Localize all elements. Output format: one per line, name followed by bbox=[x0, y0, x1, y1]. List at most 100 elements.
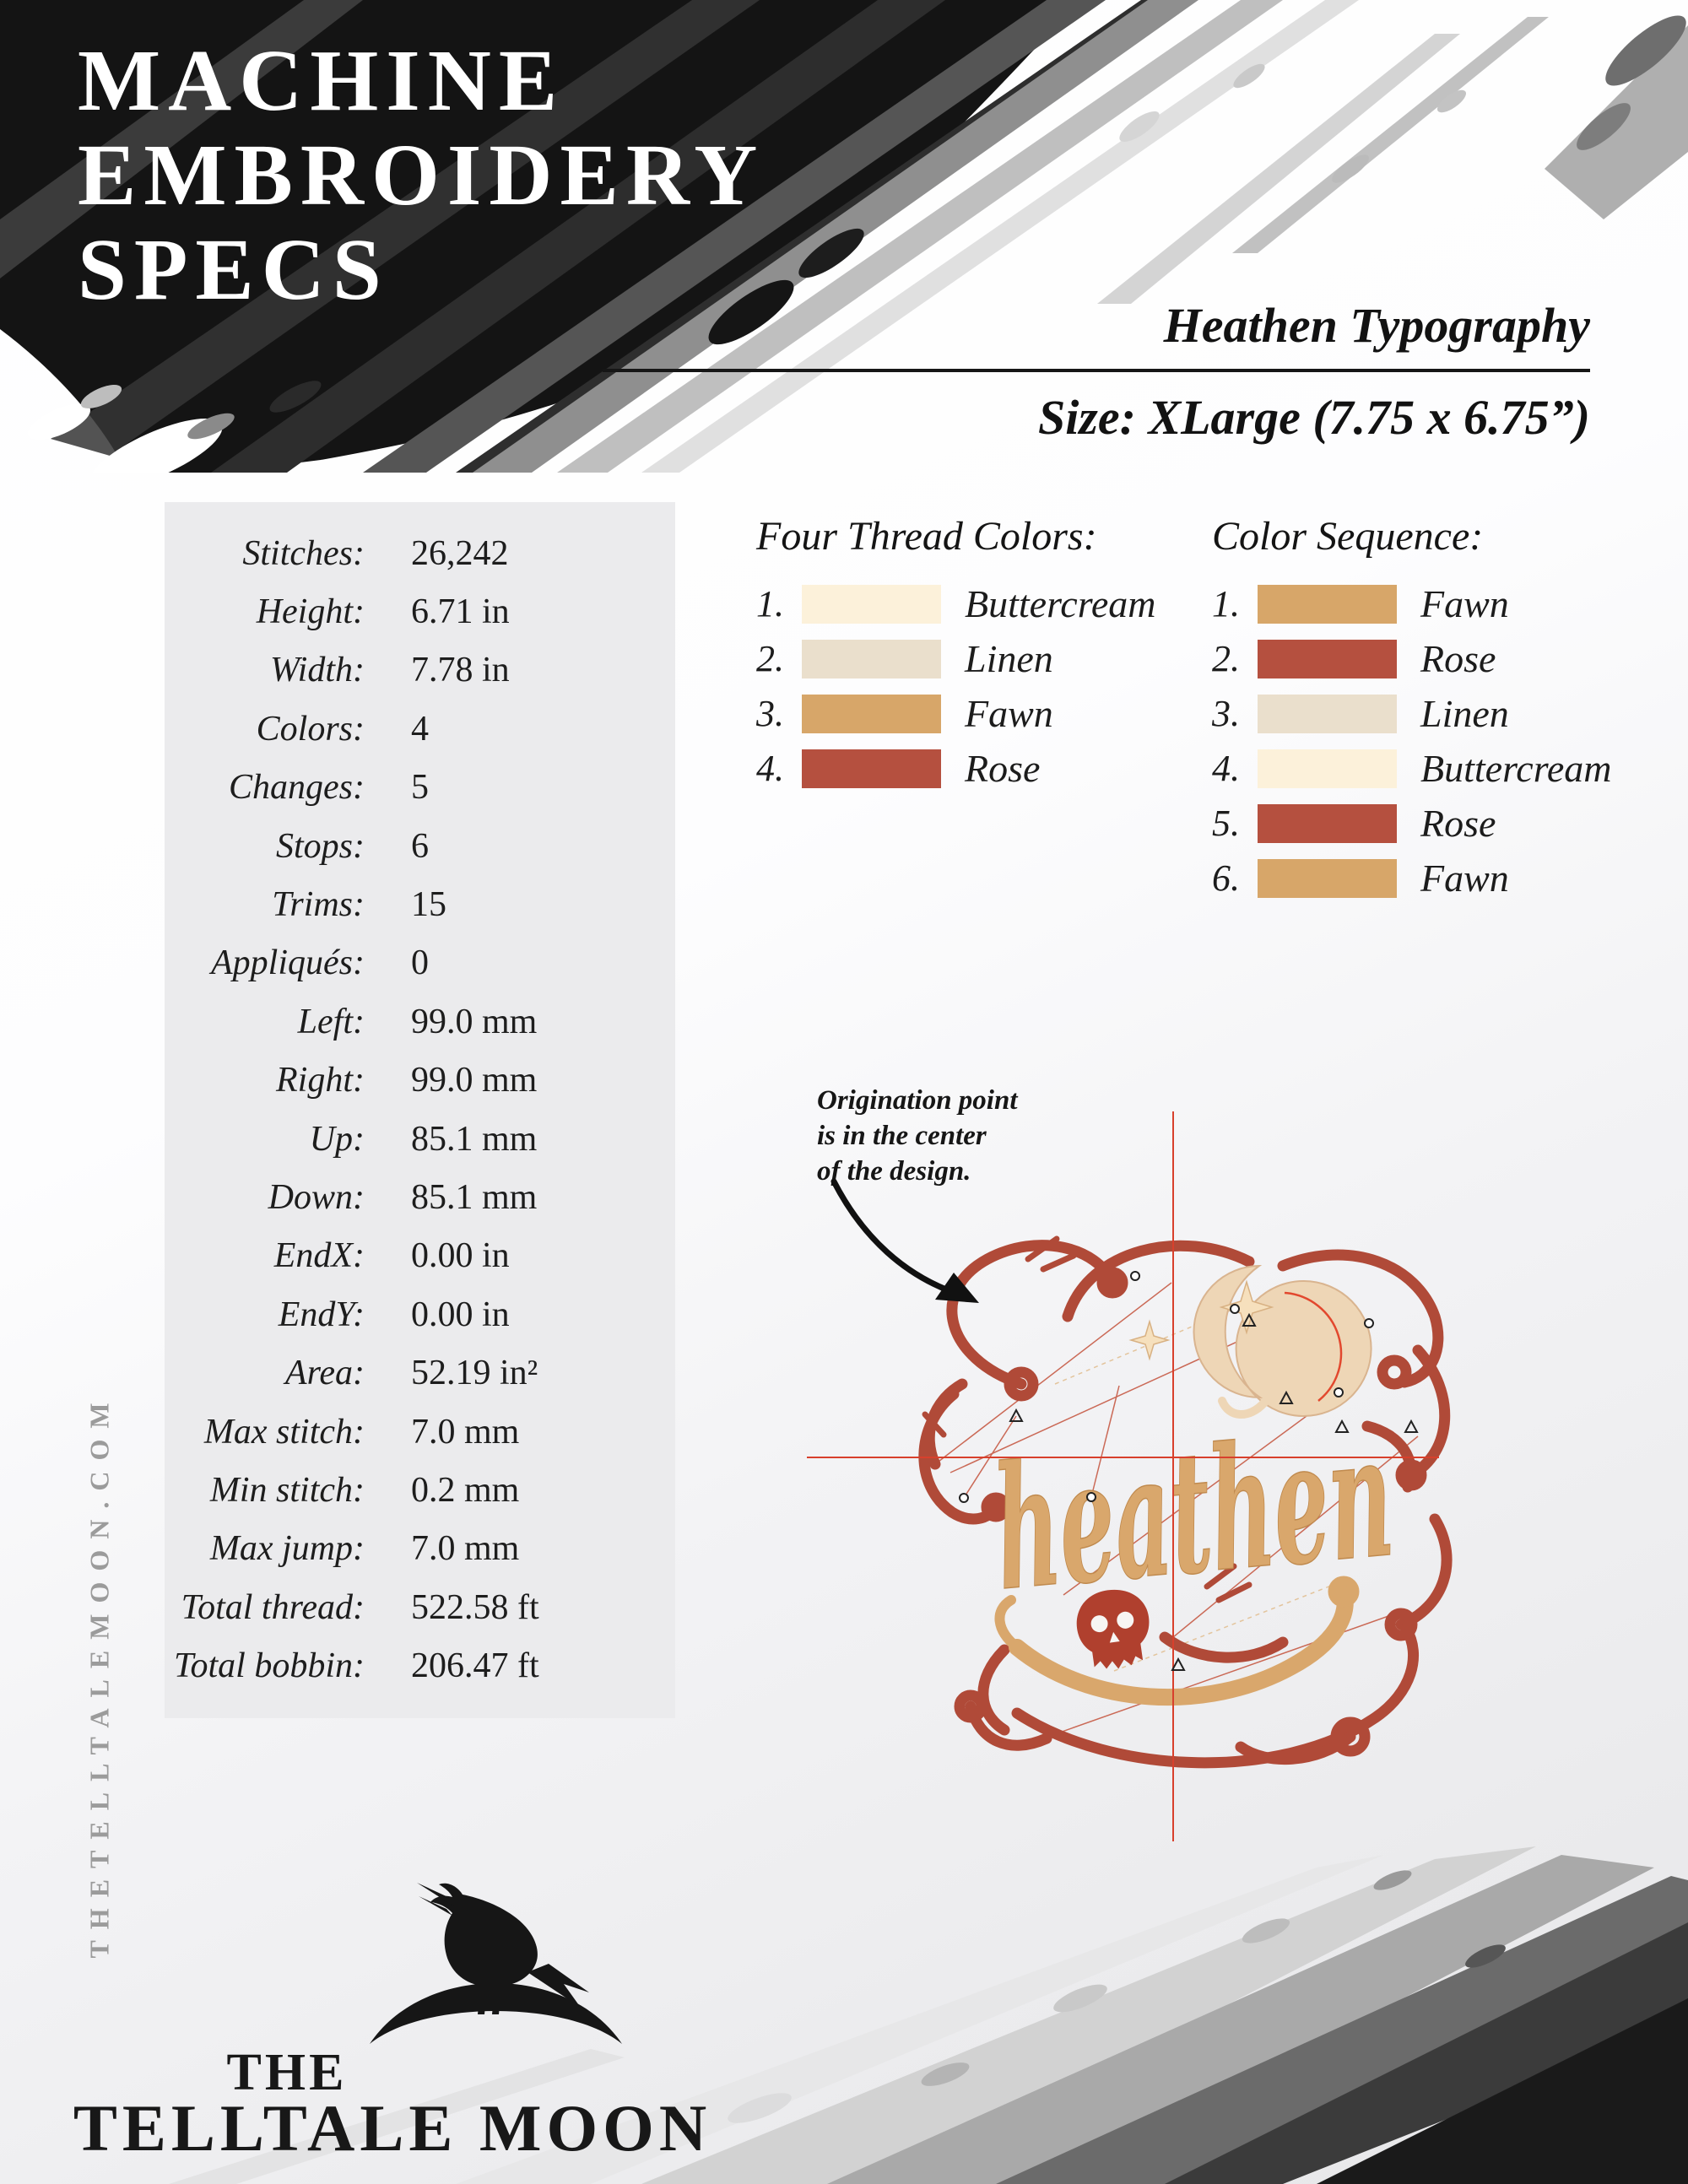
page-title-line-2: EMBROIDERY bbox=[78, 127, 766, 224]
spec-row: Changes: 5 bbox=[165, 759, 675, 817]
spec-label: Up: bbox=[309, 1119, 365, 1159]
spec-value: 99.0 mm bbox=[411, 1061, 538, 1100]
spec-value: 15 bbox=[411, 885, 446, 925]
logo-word-the: THE bbox=[226, 2044, 348, 2101]
color-sequence-item: 6. Fawn bbox=[1212, 851, 1612, 905]
spec-label: Max jump: bbox=[209, 1529, 365, 1569]
moon-inner-outline bbox=[1284, 1291, 1343, 1402]
spec-row: Right: 99.0 mm bbox=[165, 1051, 675, 1110]
color-name: Fawn bbox=[1420, 582, 1509, 625]
color-name: Buttercream bbox=[965, 582, 1156, 625]
item-number: 1. bbox=[1212, 583, 1240, 624]
spec-value: 7.0 mm bbox=[411, 1412, 520, 1451]
color-name: Buttercream bbox=[1420, 747, 1612, 790]
spec-label: Area: bbox=[284, 1354, 365, 1393]
spec-row: Down: 85.1 mm bbox=[165, 1168, 675, 1226]
spec-row: Height: 6.71 in bbox=[165, 582, 675, 641]
stitch-markers bbox=[959, 1271, 1374, 1503]
spec-row: Max stitch: 7.0 mm bbox=[165, 1403, 675, 1461]
color-swatch bbox=[1258, 584, 1397, 624]
page-title: MACHINE EMBROIDERY SPECS bbox=[78, 34, 765, 317]
spec-value: 0.2 mm bbox=[411, 1470, 520, 1510]
origination-note: Origination point is in the center of th… bbox=[817, 1083, 1018, 1189]
item-number: 6. bbox=[1212, 857, 1240, 899]
design-name: Heathen Typography bbox=[1163, 298, 1590, 353]
spec-value: 7.78 in bbox=[411, 651, 510, 690]
thread-colors-heading: Four Thread Colors: bbox=[756, 514, 1097, 559]
color-swatch bbox=[802, 584, 941, 624]
color-swatch bbox=[1258, 749, 1397, 788]
spec-label: Appliqués: bbox=[211, 943, 365, 983]
spec-label: Min stitch: bbox=[209, 1470, 365, 1510]
spec-value: 206.47 ft bbox=[411, 1646, 539, 1686]
design-preview-svg: heathen bbox=[807, 1111, 1453, 1841]
item-number: 3. bbox=[756, 693, 784, 734]
spec-label: Total bobbin: bbox=[174, 1646, 365, 1686]
thread-colors-list: Four Thread Colors: 1. Buttercream 2. Line… bbox=[756, 513, 1156, 796]
moon-icon bbox=[1193, 1264, 1372, 1418]
spec-value: 85.1 mm bbox=[411, 1177, 538, 1217]
thread-color-item: 2. Linen bbox=[756, 631, 1156, 686]
spec-row: Left: 99.0 mm bbox=[165, 992, 675, 1051]
curved-arrow-icon bbox=[830, 1178, 979, 1303]
telltale-moon-logo: THE TELLTALE MOON bbox=[68, 1878, 717, 2173]
spec-value: 6.71 in bbox=[411, 592, 510, 632]
color-name: Linen bbox=[965, 637, 1053, 680]
divider-rule bbox=[603, 369, 1590, 372]
page-title-line-3: SPECS bbox=[78, 221, 389, 318]
spec-label: Trims: bbox=[272, 885, 365, 925]
star-icons bbox=[1128, 1279, 1274, 1361]
color-swatch bbox=[802, 694, 941, 733]
stitch-triangle-markers bbox=[1009, 1312, 1419, 1671]
page-title-line-1: MACHINE bbox=[78, 32, 565, 129]
color-sequence-item: 4. Buttercream bbox=[1212, 741, 1612, 796]
spec-label: Changes: bbox=[229, 768, 365, 808]
item-number: 3. bbox=[1212, 693, 1240, 734]
spec-row: EndX: 0.00 in bbox=[165, 1227, 675, 1285]
underline-swash bbox=[994, 1576, 1360, 1706]
color-name: Rose bbox=[1420, 637, 1496, 680]
color-swatch bbox=[1258, 858, 1397, 898]
spec-row: Min stitch: 0.2 mm bbox=[165, 1461, 675, 1519]
spec-row: Colors: 4 bbox=[165, 700, 675, 758]
spec-value: 5 bbox=[411, 768, 429, 808]
design-word: heathen bbox=[987, 1397, 1400, 1629]
color-sequence-heading: Color Sequence: bbox=[1212, 514, 1484, 559]
skull-icon bbox=[1076, 1589, 1150, 1669]
spec-value: 0.00 in bbox=[411, 1295, 510, 1334]
color-swatch bbox=[802, 639, 941, 678]
item-number: 2. bbox=[756, 638, 784, 679]
spec-label: Down: bbox=[268, 1177, 365, 1217]
color-swatch bbox=[1258, 639, 1397, 678]
spec-label: EndY: bbox=[278, 1295, 365, 1334]
spec-row: Up: 85.1 mm bbox=[165, 1110, 675, 1168]
spec-row: Total bobbin: 206.47 ft bbox=[165, 1636, 675, 1695]
spec-value: 85.1 mm bbox=[411, 1119, 538, 1159]
item-number: 1. bbox=[756, 583, 784, 624]
moon-horn-curl bbox=[1218, 1397, 1269, 1419]
spec-label: Width: bbox=[270, 651, 365, 690]
spec-row: Appliqués: 0 bbox=[165, 934, 675, 992]
spec-label: Right: bbox=[276, 1061, 365, 1100]
item-number: 5. bbox=[1212, 803, 1240, 844]
flourish-scrollwork bbox=[918, 1240, 1453, 1769]
spec-label: Stitches: bbox=[242, 533, 365, 573]
spec-label: Total thread: bbox=[181, 1587, 365, 1627]
color-name: Fawn bbox=[1420, 857, 1509, 900]
thread-color-item: 3. Fawn bbox=[756, 686, 1156, 741]
flourish-sprigs bbox=[922, 1235, 1252, 1603]
origination-note-line: is in the center bbox=[817, 1121, 987, 1151]
spec-row: Max jump: 7.0 mm bbox=[165, 1520, 675, 1578]
spec-label: Colors: bbox=[256, 709, 365, 749]
color-sequence-item: 1. Fawn bbox=[1212, 576, 1612, 631]
spec-label: EndX: bbox=[273, 1236, 365, 1276]
footer-brush-art bbox=[169, 1846, 1688, 2184]
item-number: 2. bbox=[1212, 638, 1240, 679]
origination-note-line: of the design. bbox=[817, 1156, 971, 1187]
spec-row: Trims: 15 bbox=[165, 875, 675, 933]
spec-label: Height: bbox=[256, 592, 365, 632]
spec-panel: Stitches: 26,242 Height: 6.71 in Width: 7.7… bbox=[165, 502, 675, 1718]
color-sequence-list: Color Sequence: 1. Fawn 2. Rose 3. Linen 4.… bbox=[1212, 513, 1612, 905]
spec-row: EndY: 0.00 in bbox=[165, 1285, 675, 1343]
